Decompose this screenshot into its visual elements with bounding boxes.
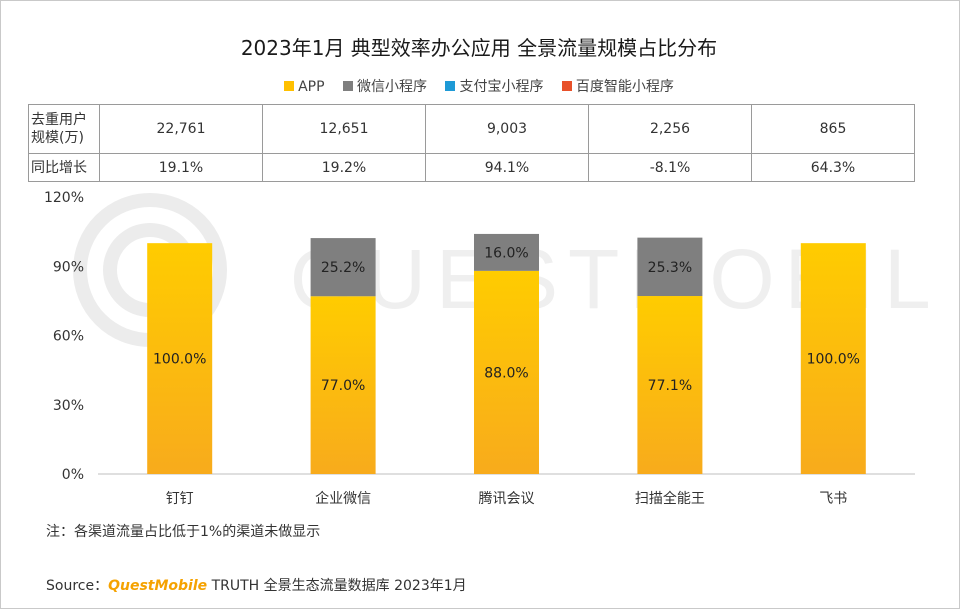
chart-title: 2023年1月 典型效率办公应用 全景流量规模占比分布: [240, 36, 718, 60]
bar-data-label: 100.0%: [807, 352, 860, 368]
source-rest: TRUTH 全景生态流量数据库 2023年1月: [207, 578, 467, 594]
bar-segment-app: [800, 243, 866, 474]
table-cell: 2,256: [588, 104, 752, 154]
source-brand: QuestMobile: [108, 578, 208, 594]
footnote: 注：各渠道流量占比低于1%的渠道未做显示: [46, 524, 321, 540]
x-category-label: 钉钉: [166, 491, 194, 507]
legend-item-wechat: 微信小程序: [343, 76, 427, 96]
table-row-users: 去重用户规模(万) 22,761 12,651 9,003 2,256 865: [28, 104, 915, 154]
bar-segment-wechat: [310, 238, 376, 297]
legend-item-baidu: 百度智能小程序: [561, 76, 674, 96]
bar-data-label: 77.0%: [321, 378, 365, 394]
y-tick-label: 60%: [53, 329, 84, 345]
source-line: Source：QuestMobile TRUTH 全景生态流量数据库 2023年…: [46, 575, 467, 595]
table-cell: -8.1%: [588, 153, 752, 182]
bar-data-label: 25.2%: [321, 260, 365, 276]
legend-label-wechat: 微信小程序: [357, 79, 427, 95]
x-category-label: 腾讯会议: [479, 490, 535, 507]
x-category-label: 企业微信: [315, 490, 371, 507]
y-tick-label: 0%: [62, 467, 84, 483]
row-header-users: 去重用户规模(万): [28, 104, 100, 154]
legend-swatch-wechat: [343, 81, 353, 91]
bar-segment-app: [147, 243, 213, 474]
table-cell: 19.2%: [262, 153, 426, 182]
source-prefix: Source：: [46, 578, 109, 594]
table-cell: 22,761: [99, 104, 263, 154]
x-category-label: 扫描全能王: [635, 490, 705, 507]
table-cell: 64.3%: [751, 153, 915, 182]
legend-item-alipay: 支付宝小程序: [445, 76, 543, 96]
bar-data-label: 100.0%: [153, 352, 206, 368]
data-table: 去重用户规模(万) 22,761 12,651 9,003 2,256 865 …: [28, 104, 915, 182]
bar-data-label: 25.3%: [648, 260, 692, 276]
bar-data-label: 16.0%: [484, 245, 528, 261]
bar-data-label: 77.1%: [648, 378, 692, 394]
legend-swatch-baidu: [561, 81, 572, 91]
bar-segment-wechat: [637, 237, 703, 297]
y-tick-label: 90%: [53, 259, 84, 275]
bar-segment-app: [310, 296, 376, 474]
table-cell: 9,003: [425, 104, 589, 154]
bar-segment-app: [474, 270, 539, 474]
legend-label-baidu: 百度智能小程序: [575, 79, 674, 95]
table-row-growth: 同比增长 19.1% 19.2% 94.1% -8.1% 64.3%: [28, 153, 915, 182]
chart-legend: APP 微信小程序 支付宝小程序 百度智能小程序: [0, 76, 958, 96]
table-cell: 19.1%: [99, 153, 263, 182]
legend-item-app: APP: [284, 79, 325, 95]
y-tick-label: 120%: [44, 190, 84, 206]
table-cell: 94.1%: [425, 153, 589, 182]
bar-segment-app: [637, 296, 703, 474]
legend-swatch-app: [284, 81, 295, 91]
legend-label-app: APP: [298, 79, 325, 95]
legend-label-alipay: 支付宝小程序: [459, 79, 544, 95]
row-header-growth: 同比增长: [28, 153, 100, 182]
bar-data-label: 88.0%: [484, 365, 528, 381]
legend-swatch-alipay: [445, 81, 456, 91]
bar-segment-wechat: [474, 233, 539, 271]
table-cell: 12,651: [262, 104, 426, 154]
y-tick-label: 30%: [53, 398, 84, 414]
x-category-label: 飞书: [819, 491, 847, 507]
